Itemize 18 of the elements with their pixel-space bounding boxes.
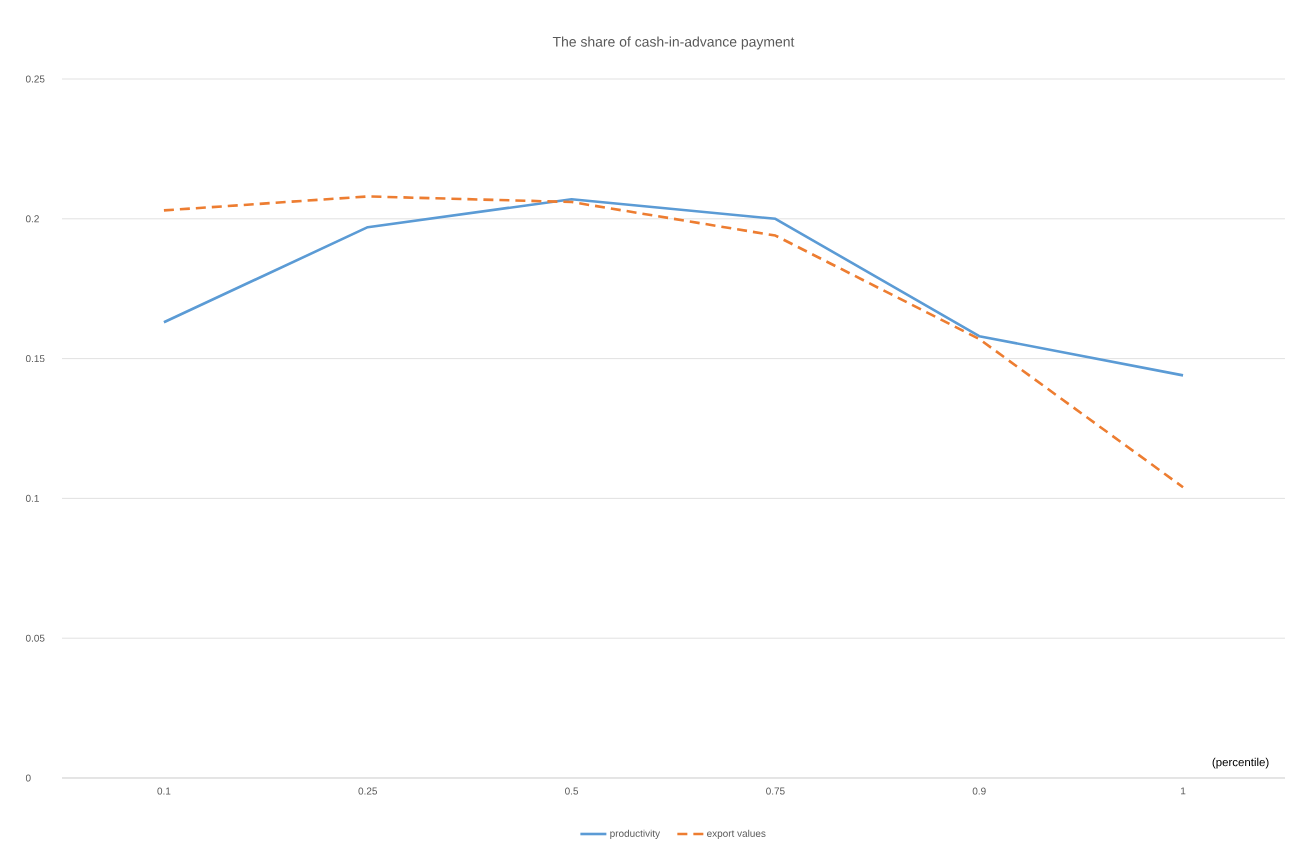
x-tick-label: 0.25	[358, 787, 378, 795]
x-axis-title: (percentile)	[1212, 757, 1269, 769]
y-tick-label: 0.05	[25, 634, 45, 642]
x-tick-label: 1	[1181, 787, 1186, 795]
y-tick-label: 0.1	[25, 494, 39, 502]
y-tick-label: 0.25	[25, 75, 45, 83]
line-series	[162, 197, 1185, 377]
x-tick-label: 0.1	[157, 787, 171, 795]
x-tick-label: 0.5	[565, 787, 579, 795]
legend-label: export values	[707, 829, 766, 839]
y-tick-label: 0.2	[25, 215, 39, 223]
line-series	[162, 195, 1185, 489]
x-tick-label: 0.75	[766, 787, 785, 795]
y-tick-label: 0.15	[25, 355, 45, 363]
legend-label: productivity	[610, 829, 661, 839]
chart-title: The share of cash-in-advance payment	[552, 36, 795, 50]
x-tick-label: 0.9	[972, 787, 986, 795]
y-tick-label: 0	[25, 774, 31, 782]
